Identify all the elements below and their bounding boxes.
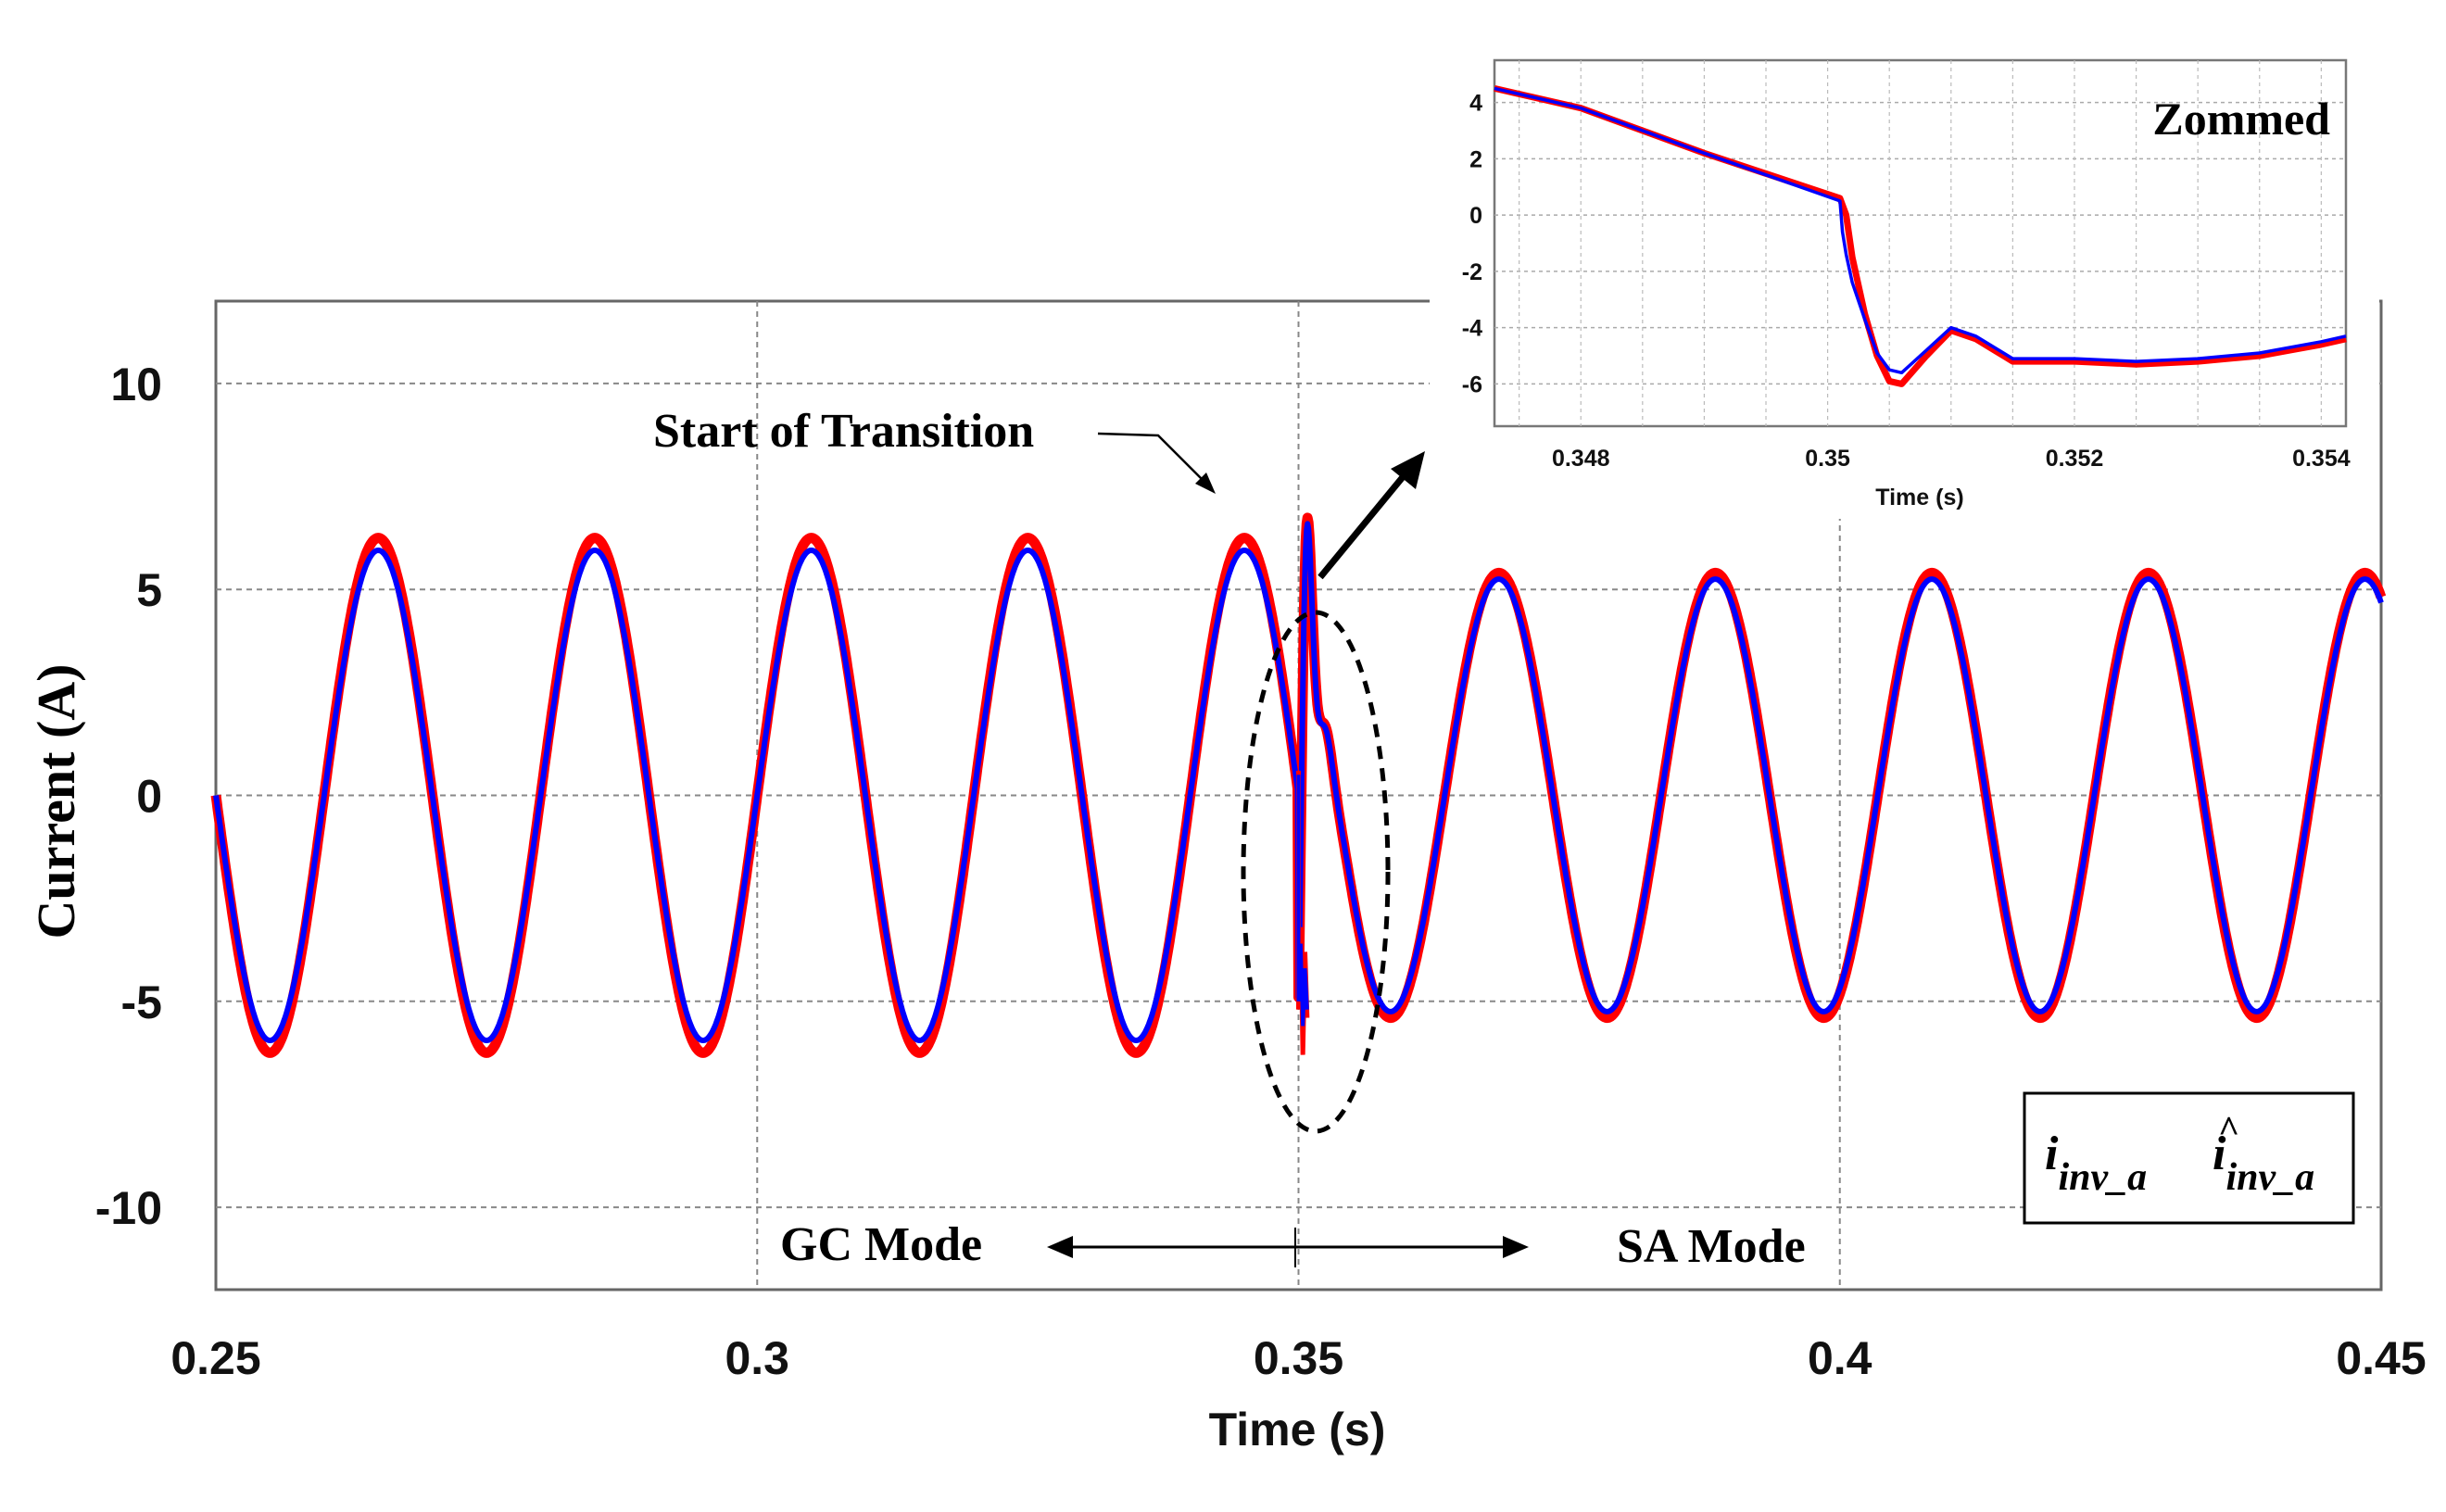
zoom-x-tick-label: 0.348 bbox=[1552, 446, 1610, 472]
zoom-y-tick-label: -2 bbox=[1462, 259, 1482, 285]
mode-arrow-head-right bbox=[1503, 1236, 1529, 1258]
legend: iinv_a ^ iinv_a bbox=[2023, 1091, 2355, 1225]
zoom-y-tick-label: 0 bbox=[1469, 203, 1482, 229]
zoom-arrow bbox=[1318, 470, 1409, 580]
zoom-y-tick-label: -4 bbox=[1462, 316, 1482, 342]
legend-entry-blue: iinv_a bbox=[2213, 1128, 2314, 1199]
transition-arrow bbox=[1097, 432, 1213, 490]
zoom-y-tick-label: 2 bbox=[1469, 146, 1482, 172]
gc-mode-label: GC Mode bbox=[780, 1218, 982, 1271]
zoom-y-tick-label: -6 bbox=[1462, 372, 1482, 397]
zoom-series bbox=[1494, 84, 2347, 387]
main-x-tick-label: 0.25 bbox=[170, 1332, 260, 1384]
mode-arrow-head-left bbox=[1047, 1236, 1073, 1258]
main-x-axis-label: Time (s) bbox=[1209, 1404, 1386, 1455]
main-x-tick-label: 0.45 bbox=[2336, 1332, 2426, 1384]
main-y-axis-label: Current (A) bbox=[26, 664, 86, 939]
main-y-tick-labels: 10 5 0 -5 -10 bbox=[95, 359, 162, 1234]
main-y-tick-label: -5 bbox=[121, 976, 162, 1028]
main-x-tick-labels: 0.25 0.3 0.35 0.4 0.45 bbox=[170, 1332, 2426, 1384]
main-y-tick-label: 0 bbox=[136, 771, 162, 823]
zoom-title: Zommed bbox=[2152, 93, 2330, 145]
transition-ellipse bbox=[1241, 610, 1391, 1134]
legend-entry-red: iinv_a bbox=[2045, 1128, 2147, 1199]
main-y-tick-label: 5 bbox=[136, 564, 162, 616]
zoom-x-tick-labels: 0.348 0.35 0.352 0.354 bbox=[1552, 446, 2351, 472]
zoom-inset: 0.348 0.35 0.352 0.354 4 2 0 -2 -4 -6 Zommed Tim… bbox=[1430, 28, 2379, 519]
transition-arrow-head bbox=[1195, 472, 1216, 494]
zoom-y-tick-labels: 4 2 0 -2 -4 -6 bbox=[1462, 91, 1482, 398]
main-x-tick-label: 0.35 bbox=[1254, 1332, 1343, 1384]
zoom-x-tick-label: 0.354 bbox=[2292, 446, 2351, 472]
zoom-series-i-hat-inv-a bbox=[1494, 86, 2347, 375]
zoom-arrow-head bbox=[1391, 451, 1425, 489]
main-x-tick-label: 0.3 bbox=[725, 1332, 789, 1384]
zoom-x-tick-label: 0.352 bbox=[2046, 446, 2104, 472]
sa-mode-label: SA Mode bbox=[1617, 1220, 1806, 1273]
legend-hat-blue: ^ bbox=[2218, 1108, 2239, 1150]
legend-box bbox=[2023, 1091, 2355, 1225]
zoom-x-tick-label: 0.35 bbox=[1805, 446, 1850, 472]
main-x-tick-label: 0.4 bbox=[1808, 1332, 1872, 1384]
zoom-x-axis-label: Time (s) bbox=[1875, 485, 1963, 510]
main-y-tick-label: -10 bbox=[95, 1182, 162, 1234]
transition-annotation: Start of Transition bbox=[653, 405, 1034, 458]
main-y-tick-label: 10 bbox=[110, 359, 162, 410]
zoom-grid bbox=[1494, 60, 2346, 426]
zoom-y-tick-label: 4 bbox=[1469, 91, 1482, 117]
main-series bbox=[210, 512, 2387, 1058]
transition-spike-blue bbox=[1296, 775, 1309, 1027]
